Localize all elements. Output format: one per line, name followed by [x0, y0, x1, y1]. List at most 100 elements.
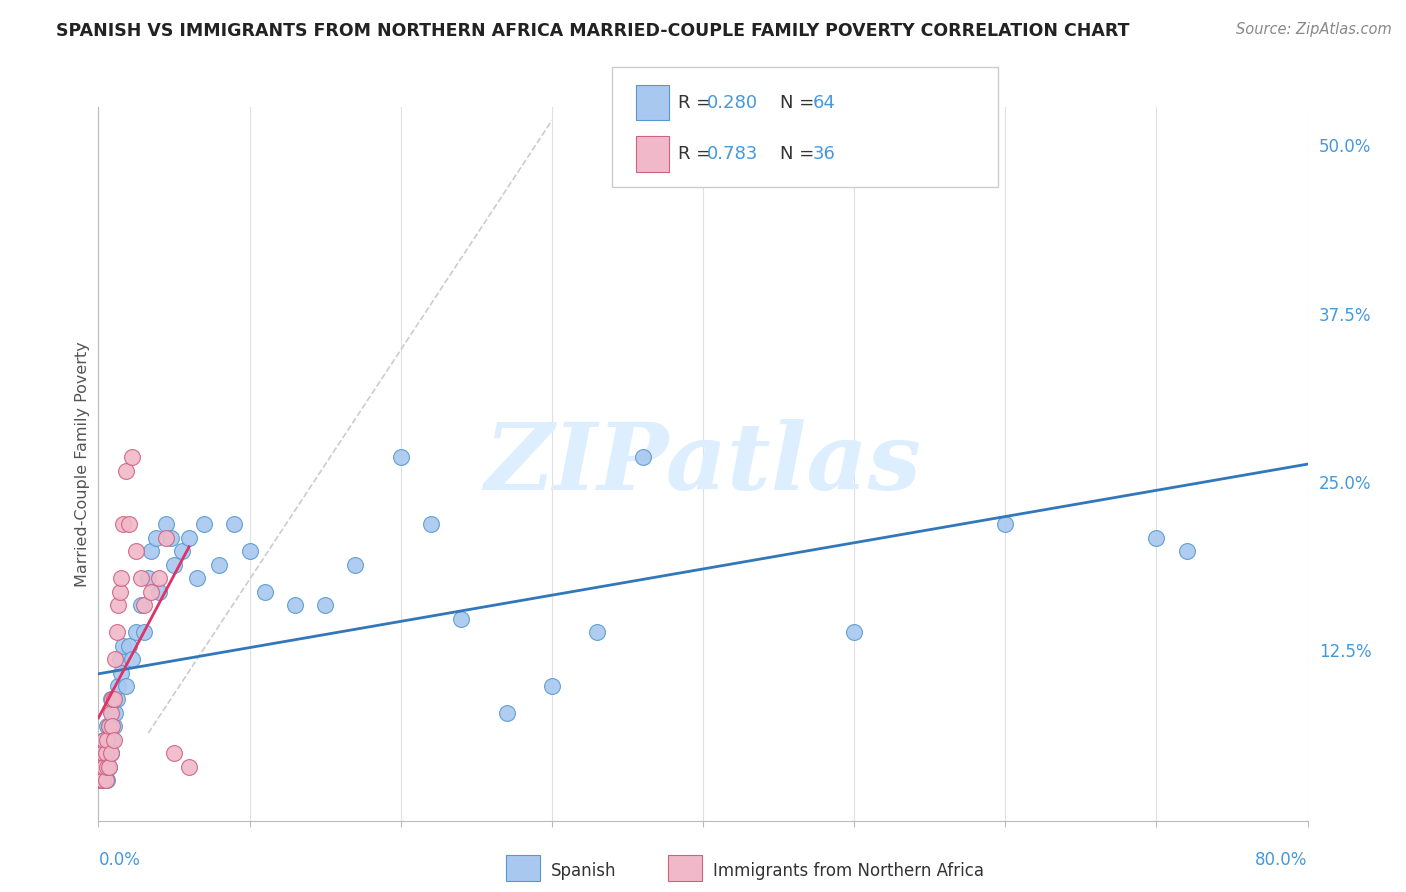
- Point: [101, 732, 124, 747]
- Y-axis label: Married-Couple Family Poverty: Married-Couple Family Poverty: [75, 341, 90, 587]
- Point: [540, 679, 562, 693]
- Point: [90, 773, 112, 788]
- Point: [101, 692, 124, 706]
- Point: [104, 652, 127, 666]
- Point: [103, 719, 125, 733]
- Text: 0.783: 0.783: [707, 145, 759, 163]
- Point: [121, 450, 143, 464]
- Text: ZIPatlas: ZIPatlas: [485, 419, 921, 508]
- Text: N =: N =: [780, 94, 820, 112]
- Point: [344, 558, 367, 572]
- Point: [155, 531, 177, 545]
- Point: [94, 732, 117, 747]
- Point: [118, 639, 141, 653]
- Point: [98, 760, 121, 774]
- Point: [253, 584, 276, 599]
- Point: [110, 665, 132, 680]
- Point: [114, 464, 136, 478]
- Text: R =: R =: [678, 145, 717, 163]
- Text: 12.5%: 12.5%: [1319, 643, 1371, 661]
- Point: [108, 584, 131, 599]
- Point: [145, 531, 167, 545]
- Point: [631, 450, 654, 464]
- Point: [108, 652, 131, 666]
- Point: [91, 760, 114, 774]
- Point: [98, 732, 121, 747]
- Point: [103, 692, 125, 706]
- Point: [148, 571, 170, 585]
- Point: [93, 732, 115, 747]
- Point: [91, 773, 114, 788]
- Point: [93, 773, 115, 788]
- Point: [107, 679, 129, 693]
- Point: [100, 706, 122, 720]
- Point: [163, 747, 186, 761]
- Text: 25.0%: 25.0%: [1319, 475, 1371, 493]
- Text: R =: R =: [678, 94, 717, 112]
- Point: [193, 517, 215, 532]
- Text: Source: ZipAtlas.com: Source: ZipAtlas.com: [1236, 22, 1392, 37]
- Point: [224, 517, 246, 532]
- Text: 64: 64: [813, 94, 835, 112]
- Point: [94, 760, 117, 774]
- Point: [100, 692, 122, 706]
- Point: [118, 517, 141, 532]
- Point: [103, 732, 125, 747]
- Text: 0.280: 0.280: [707, 94, 758, 112]
- Point: [844, 625, 866, 640]
- Point: [91, 747, 114, 761]
- Point: [96, 760, 118, 774]
- Text: Immigrants from Northern Africa: Immigrants from Northern Africa: [713, 862, 984, 880]
- Point: [111, 639, 134, 653]
- Point: [177, 531, 201, 545]
- Point: [101, 706, 124, 720]
- Point: [101, 719, 124, 733]
- Point: [114, 679, 136, 693]
- Point: [89, 773, 111, 788]
- Point: [129, 598, 152, 612]
- Point: [141, 584, 163, 599]
- Point: [96, 747, 118, 761]
- Point: [284, 598, 307, 612]
- Text: SPANISH VS IMMIGRANTS FROM NORTHERN AFRICA MARRIED-COUPLE FAMILY POVERTY CORRELA: SPANISH VS IMMIGRANTS FROM NORTHERN AFRI…: [56, 22, 1130, 40]
- Point: [98, 719, 121, 733]
- Point: [586, 625, 609, 640]
- Point: [94, 747, 117, 761]
- Point: [419, 517, 441, 532]
- Point: [93, 732, 115, 747]
- Point: [91, 747, 114, 761]
- Point: [1144, 531, 1167, 545]
- Point: [105, 692, 128, 706]
- Point: [389, 450, 412, 464]
- Point: [170, 544, 193, 558]
- Point: [155, 517, 177, 532]
- Point: [100, 747, 122, 761]
- Point: [90, 747, 112, 761]
- Point: [994, 517, 1017, 532]
- Point: [450, 612, 472, 626]
- Point: [208, 558, 231, 572]
- Point: [239, 544, 262, 558]
- Point: [96, 773, 118, 788]
- Point: [177, 760, 201, 774]
- Point: [136, 571, 159, 585]
- Point: [111, 517, 134, 532]
- Point: [96, 719, 118, 733]
- Text: Spanish: Spanish: [551, 862, 617, 880]
- Point: [132, 598, 155, 612]
- Point: [125, 544, 148, 558]
- Point: [98, 760, 121, 774]
- Point: [89, 773, 111, 788]
- Point: [90, 760, 112, 774]
- Point: [94, 773, 117, 788]
- Point: [90, 760, 112, 774]
- Text: 37.5%: 37.5%: [1319, 307, 1371, 325]
- Point: [121, 652, 143, 666]
- Point: [148, 584, 170, 599]
- Point: [96, 732, 118, 747]
- Point: [186, 571, 208, 585]
- Text: 0.0%: 0.0%: [98, 851, 141, 869]
- Point: [93, 760, 115, 774]
- Point: [110, 571, 132, 585]
- Text: 80.0%: 80.0%: [1256, 851, 1308, 869]
